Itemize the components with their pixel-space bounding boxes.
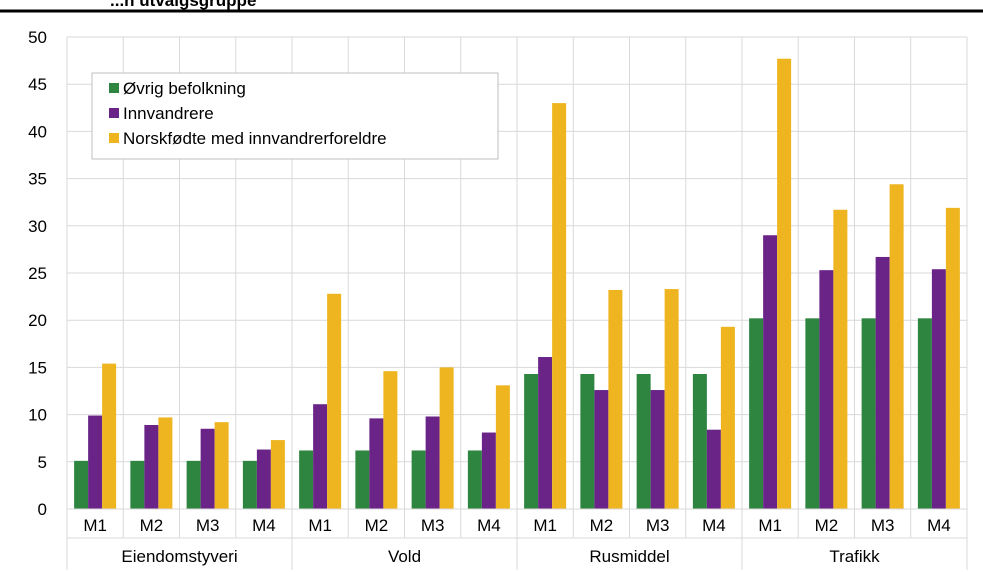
bar-norskfodte: [945, 207, 960, 509]
x-category-label: M1: [758, 516, 782, 535]
bar-ovrig: [467, 450, 482, 509]
bar-innvandrere: [313, 404, 328, 509]
bar-norskfodte: [495, 385, 510, 509]
bar-ovrig: [355, 450, 370, 509]
bar-ovrig: [749, 318, 764, 509]
x-group-label: Rusmiddel: [589, 547, 669, 566]
axes: [66, 37, 967, 539]
bar-norskfodte: [158, 417, 173, 509]
bar-ovrig: [524, 374, 539, 509]
x-group-label: Trafikk: [829, 547, 880, 566]
bar-ovrig: [299, 450, 314, 509]
x-category-label: M4: [702, 516, 726, 535]
bar-ovrig: [805, 318, 820, 509]
x-category-label: M2: [140, 516, 164, 535]
bar-innvandrere: [481, 432, 496, 509]
y-tick-labels: 0 5 10 15 20 25 30 35 40 45 50: [28, 28, 47, 519]
bar-innvandrere: [88, 415, 103, 509]
bar-innvandrere: [594, 390, 609, 509]
bar-ovrig: [130, 460, 145, 509]
legend-label: Øvrig befolkning: [123, 79, 246, 98]
bar-ovrig: [917, 318, 932, 509]
bar-norskfodte: [383, 371, 398, 509]
bar-innvandrere: [706, 429, 721, 509]
x-category-label: M1: [533, 516, 557, 535]
legend: Øvrig befolkning Innvandrere Norskfødte me…: [91, 72, 499, 160]
bar-norskfodte: [327, 293, 342, 509]
bar-ovrig: [411, 450, 426, 509]
y-tick-label: 40: [28, 122, 47, 141]
bar-innvandrere: [256, 449, 271, 509]
chart-title-fragment: ...n utvalgsgruppe: [110, 0, 257, 10]
y-tick-label: 5: [38, 453, 47, 472]
bar-norskfodte: [833, 209, 848, 509]
bar-innvandrere: [931, 269, 946, 509]
bar-norskfodte: [889, 184, 904, 509]
bar-innvandrere: [819, 270, 834, 509]
bar-innvandrere: [650, 390, 665, 509]
bar-innvandrere: [875, 256, 890, 509]
bar-ovrig: [861, 318, 876, 509]
bar-norskfodte: [439, 367, 454, 509]
bar-ovrig: [580, 374, 595, 509]
bar-norskfodte: [102, 363, 117, 509]
y-tick-label: 35: [28, 170, 47, 189]
bar-norskfodte: [608, 289, 623, 509]
y-tick-label: 50: [28, 28, 47, 47]
y-tick-label: 25: [28, 264, 47, 283]
x-group-label: Eiendomstyveri: [121, 547, 237, 566]
bar-ovrig: [242, 460, 257, 509]
bar-norskfodte: [777, 58, 792, 509]
y-tick-label: 10: [28, 406, 47, 425]
legend-label: Norskfødte med innvandrerforeldre: [123, 129, 387, 148]
x-category-label: M4: [927, 516, 951, 535]
legend-swatch: [109, 83, 119, 93]
bar-innvandrere: [763, 235, 778, 510]
x-category-label: M4: [252, 516, 276, 535]
bar-norskfodte: [552, 103, 567, 509]
bar-innvandrere: [144, 424, 159, 509]
x-category-labels: M1 M2 M3 M4 M1 M2 M3 M4 M1 M2 M3 M4 M1 M2 M3 M4 Eiendoms…: [83, 516, 950, 566]
x-group-label: Vold: [388, 547, 421, 566]
y-tick-label: 20: [28, 311, 47, 330]
x-category-label: M3: [421, 516, 445, 535]
legend-swatch: [109, 133, 119, 143]
x-category-label: M1: [308, 516, 332, 535]
bar-ovrig: [74, 460, 89, 509]
bar-ovrig: [636, 374, 651, 509]
bar-norskfodte: [664, 289, 679, 509]
x-category-label: M1: [83, 516, 107, 535]
y-tick-label: 15: [28, 358, 47, 377]
y-tick-label: 30: [28, 217, 47, 236]
y-tick-label: 0: [38, 500, 47, 519]
x-category-label: M2: [815, 516, 839, 535]
bar-innvandrere: [425, 416, 440, 509]
bar-innvandrere: [369, 418, 384, 509]
bar-ovrig: [692, 374, 707, 509]
x-category-label: M2: [365, 516, 389, 535]
bar-innvandrere: [538, 357, 553, 509]
bar-innvandrere: [200, 428, 215, 509]
bar-norskfodte: [720, 326, 735, 509]
legend-box: [91, 72, 499, 160]
bar-ovrig: [186, 460, 201, 509]
bar-norskfodte: [270, 440, 285, 509]
x-category-label: M3: [871, 516, 895, 535]
bar-norskfodte: [214, 422, 229, 509]
legend-swatch: [109, 108, 119, 118]
legend-label: Innvandrere: [123, 104, 214, 123]
x-category-label: M3: [196, 516, 220, 535]
y-tick-label: 45: [28, 75, 47, 94]
bars: [74, 58, 960, 510]
x-category-label: M3: [646, 516, 670, 535]
x-category-label: M4: [477, 516, 501, 535]
x-category-label: M2: [590, 516, 614, 535]
